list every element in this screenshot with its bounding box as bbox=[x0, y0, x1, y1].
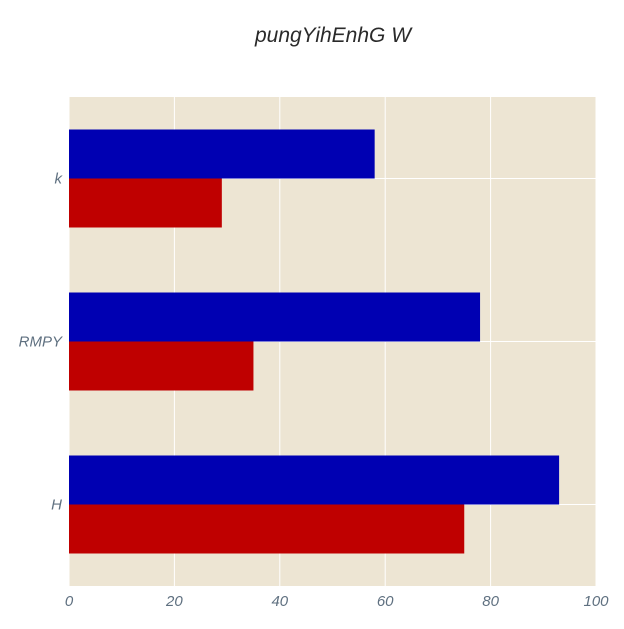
bar-series-2 bbox=[69, 178, 222, 228]
x-axis-ticks: 0 20 40 60 80 100 bbox=[65, 593, 609, 610]
chart-title: pungYihEnhG W bbox=[254, 24, 413, 47]
bar-series-2 bbox=[69, 341, 254, 391]
y-tick-label: H bbox=[51, 497, 62, 514]
x-tick-label: 60 bbox=[377, 593, 394, 610]
x-tick-label: 40 bbox=[271, 593, 288, 610]
x-tick-label: 20 bbox=[165, 593, 183, 610]
x-tick-label: 100 bbox=[583, 593, 609, 610]
x-tick-label: 80 bbox=[482, 593, 499, 610]
bar-series-2 bbox=[69, 504, 465, 554]
y-tick-label: RMPY bbox=[19, 334, 63, 351]
bar-series-1 bbox=[69, 292, 481, 342]
bars bbox=[69, 129, 560, 554]
y-tick-label: k bbox=[55, 171, 64, 188]
bar-series-1 bbox=[69, 129, 375, 179]
x-tick-label: 0 bbox=[65, 593, 74, 610]
y-axis-ticks: k RMPY H bbox=[19, 171, 64, 514]
bar-series-1 bbox=[69, 455, 560, 505]
